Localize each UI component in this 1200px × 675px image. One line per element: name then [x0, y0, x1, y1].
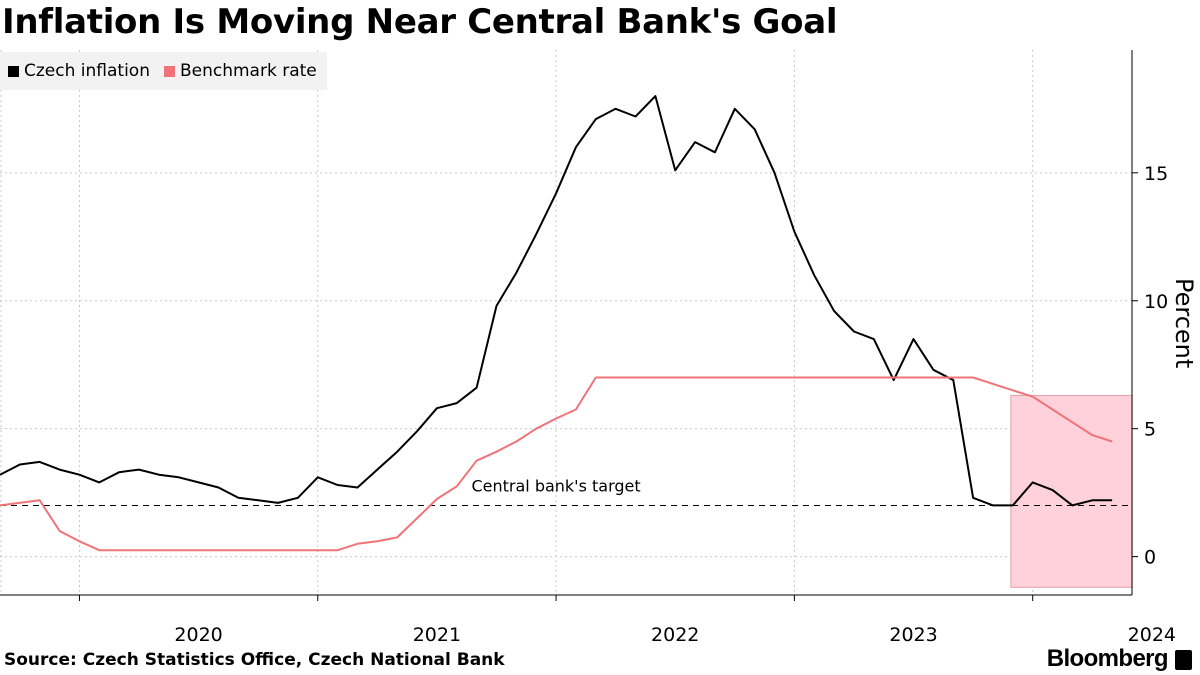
target-line-group: Central bank's target [0, 476, 1132, 506]
x-tick-label: 2020 [174, 624, 222, 646]
legend-label-benchmark: Benchmark rate [179, 61, 317, 81]
y-tick-label: 10 [1144, 291, 1168, 313]
target-label: Central bank's target [471, 476, 640, 495]
series-group [0, 95, 1113, 552]
legend-item-inflation: Czech inflation [8, 61, 150, 81]
x-tick-label: 2023 [889, 624, 937, 646]
series-line-benchmark [0, 376, 1113, 552]
chart-title: Inflation Is Moving Near Central Bank's … [2, 2, 838, 42]
terminal-icon [1175, 650, 1192, 670]
legend-swatch-benchmark [163, 65, 175, 77]
y-tick-label: 0 [1144, 547, 1156, 569]
x-tick-label: 2021 [413, 624, 461, 646]
series-line-inflation [0, 95, 1113, 507]
legend-swatch-inflation [8, 65, 19, 77]
legend-label-inflation: Czech inflation [24, 61, 150, 81]
axes: 0 5 10 15 2020 2021 2022 2023 2024 Percent [0, 50, 1198, 646]
brand-logo: Bloomberg [1046, 645, 1169, 672]
legend: Czech inflation Benchmark rate [0, 52, 327, 90]
x-tick-label: 2022 [651, 624, 699, 646]
grid [0, 50, 1132, 595]
source-note: Source: Czech Statistics Office, Czech N… [4, 650, 505, 670]
highlight-region [1010, 394, 1133, 588]
legend-item-benchmark: Benchmark rate [163, 61, 317, 81]
y-tick-label: 5 [1144, 419, 1156, 441]
y-axis-label: Percent [1170, 278, 1198, 368]
x-tick-label: 2024 [1128, 624, 1176, 646]
highlight-rect [1010, 394, 1133, 588]
y-tick-label: 15 [1144, 163, 1168, 185]
